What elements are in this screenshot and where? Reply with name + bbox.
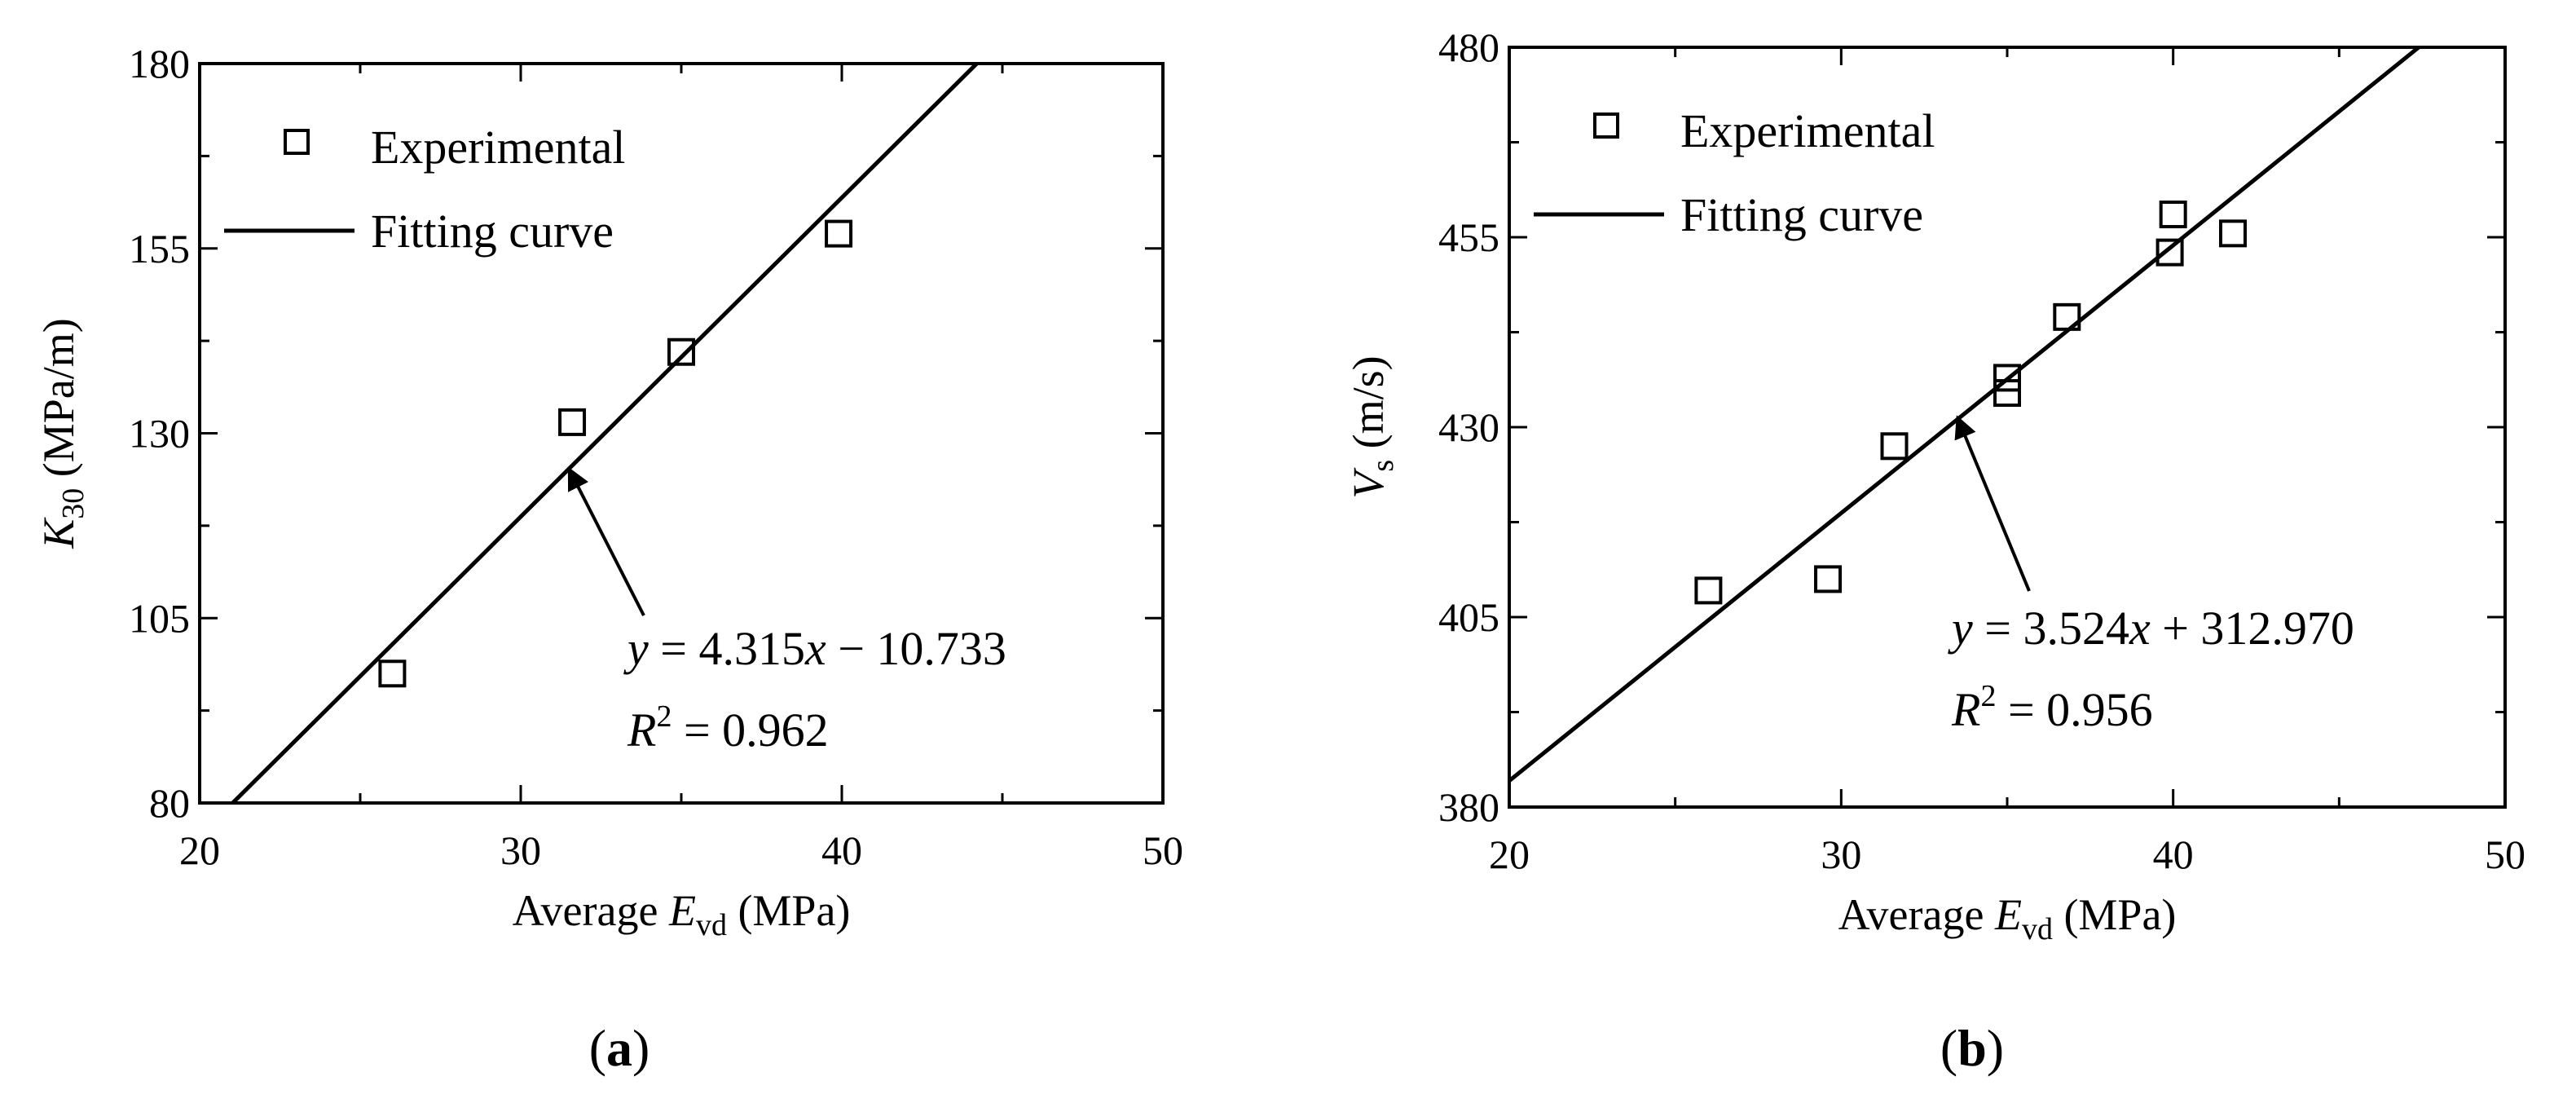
legend-experimental-label: Experimental (1680, 104, 1935, 157)
y-tick-label: 180 (129, 41, 190, 86)
fit-r-squared: R2 = 0.962 (627, 699, 829, 757)
x-axis-label-sub: vd (2022, 912, 2053, 946)
chart-panel-a: 20 30 40 50 80 105 130 155 180 Average Evd (MPa) K… (34, 41, 1183, 1077)
y-axis-label-sub: s (1366, 460, 1400, 472)
x-axis-label-var: E (1994, 890, 2022, 939)
x-tick-label: 50 (1143, 827, 1183, 873)
x-axis-label-var: E (668, 886, 696, 935)
y-tick-label: 155 (129, 226, 190, 271)
annotation-arrow (567, 466, 645, 616)
y-axis-label: K30 (MPa/m) (34, 318, 90, 549)
y-axis-label-post: (m/s) (1344, 355, 1393, 460)
fit-r-squared-var: R (1951, 683, 1980, 736)
fitting-curve-line (229, 64, 980, 803)
y-tick-label: 80 (149, 780, 190, 826)
fit-r-squared-value: = 0.956 (1996, 683, 2152, 736)
panel-caption-close: ) (632, 1019, 650, 1077)
y-axis-label-sub: 30 (56, 488, 90, 519)
fit-equation-x: x (2129, 602, 2151, 655)
legend-experimental-marker (284, 129, 310, 155)
panel-caption: (a) (589, 1019, 650, 1077)
legend-fitting-label: Fitting curve (1680, 188, 1923, 241)
x-tick-label: 40 (821, 827, 862, 873)
y-tick-label: 380 (1438, 784, 1499, 830)
panel-caption: (b) (1940, 1019, 2004, 1077)
fit-r-squared: R2 = 0.956 (1951, 679, 2153, 736)
x-axis-label-post: (MPa) (2053, 890, 2176, 939)
experimental-point (2159, 201, 2187, 229)
chart-panel-b: 20 30 40 50 380 405 430 455 480 Average Evd (MPa)… (1344, 24, 2525, 1077)
legend-experimental-label: Experimental (371, 121, 625, 174)
experimental-point (2053, 302, 2081, 331)
y-axis-label-post: (MPa/m) (34, 318, 83, 488)
y-axis-label: Vs (m/s) (1344, 355, 1400, 498)
x-axis-label-pre: Average (513, 886, 669, 935)
fit-equation-x: x (804, 622, 826, 675)
y-axis-label-var: V (1344, 467, 1393, 499)
x-tick-label: 20 (1489, 832, 1530, 877)
x-axis-label: Average Evd (MPa) (513, 886, 851, 942)
legend-experimental-marker (1593, 112, 1619, 139)
fit-equation-intercept: + 312.970 (2151, 602, 2354, 655)
y-tick-label: 105 (129, 595, 190, 641)
experimental-point (558, 408, 587, 436)
fit-r-squared-sup: 2 (1980, 679, 1996, 713)
annotation-arrow (1954, 415, 2031, 592)
fit-r-squared-sup: 2 (656, 699, 672, 734)
panel-caption-label: b (1957, 1019, 1987, 1077)
x-axis-label-pre: Average (1838, 890, 1995, 939)
y-tick-label: 405 (1438, 594, 1499, 640)
panel-caption-close: ) (1987, 1019, 2004, 1077)
fit-equation-y: y (623, 622, 649, 675)
experimental-point (667, 337, 695, 366)
x-axis-label-post: (MPa) (727, 886, 850, 935)
x-tick-label: 50 (2485, 832, 2525, 877)
fit-equation-y: y (1948, 602, 1973, 655)
experimental-point (1880, 432, 1909, 461)
experimental-point (1993, 379, 2021, 408)
y-axis-label-var: K (34, 517, 83, 549)
y-tick-label: 430 (1438, 404, 1499, 450)
experimental-point (1814, 565, 1843, 593)
y-tick-label: 480 (1438, 24, 1499, 70)
experimental-point (2218, 219, 2247, 248)
legend-fitting-label: Fitting curve (371, 205, 614, 258)
x-tick-label: 40 (2153, 832, 2194, 877)
panel-caption-label: a (606, 1019, 632, 1077)
x-axis-label: Average Evd (MPa) (1838, 890, 2177, 946)
fit-equation: y = 4.315x − 10.733 (623, 622, 1006, 675)
experimental-point (1993, 364, 2021, 392)
experimental-point (2155, 238, 2184, 267)
x-tick-label: 20 (179, 827, 220, 873)
fit-equation-intercept: − 10.733 (826, 622, 1006, 675)
fit-equation: y = 3.524x + 312.970 (1948, 602, 2354, 655)
fit-r-squared-value: = 0.962 (672, 704, 828, 757)
experimental-point (378, 659, 407, 688)
panel-caption-open: ( (589, 1019, 606, 1077)
y-tick-label: 130 (129, 411, 190, 457)
experimental-point (1694, 576, 1723, 605)
fit-equation-slope: = 3.524 (1973, 602, 2129, 655)
x-tick-label: 30 (1821, 832, 1861, 877)
x-axis-label-sub: vd (696, 908, 727, 942)
fit-equation-slope: = 4.315 (649, 622, 805, 675)
panel-caption-open: ( (1940, 1019, 1957, 1077)
experimental-point (825, 219, 853, 248)
x-tick-label: 30 (500, 827, 541, 873)
y-tick-label: 455 (1438, 214, 1499, 260)
fit-r-squared-var: R (627, 704, 656, 757)
